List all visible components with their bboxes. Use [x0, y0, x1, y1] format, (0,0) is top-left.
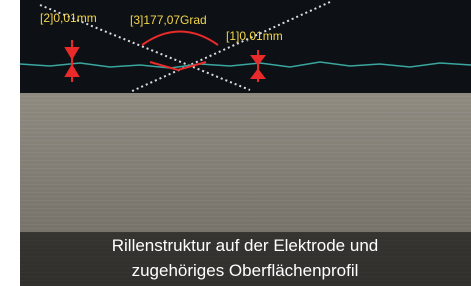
- caption-line: zugehöriges Oberflächenprofil: [132, 261, 359, 280]
- figure: [2]0,01mm [3]177,07Grad [1]0,01mm Rillen…: [0, 0, 471, 286]
- measurement-label: [2]0,01mm: [40, 11, 97, 25]
- page: [2]0,01mm [3]177,07Grad [1]0,01mm Rillen…: [0, 0, 471, 286]
- caption-line: Rillenstruktur auf der Elektrode und: [112, 236, 378, 255]
- measurement-label: [1]0,01mm: [226, 29, 283, 43]
- measurement-label: [3]177,07Grad: [130, 13, 207, 27]
